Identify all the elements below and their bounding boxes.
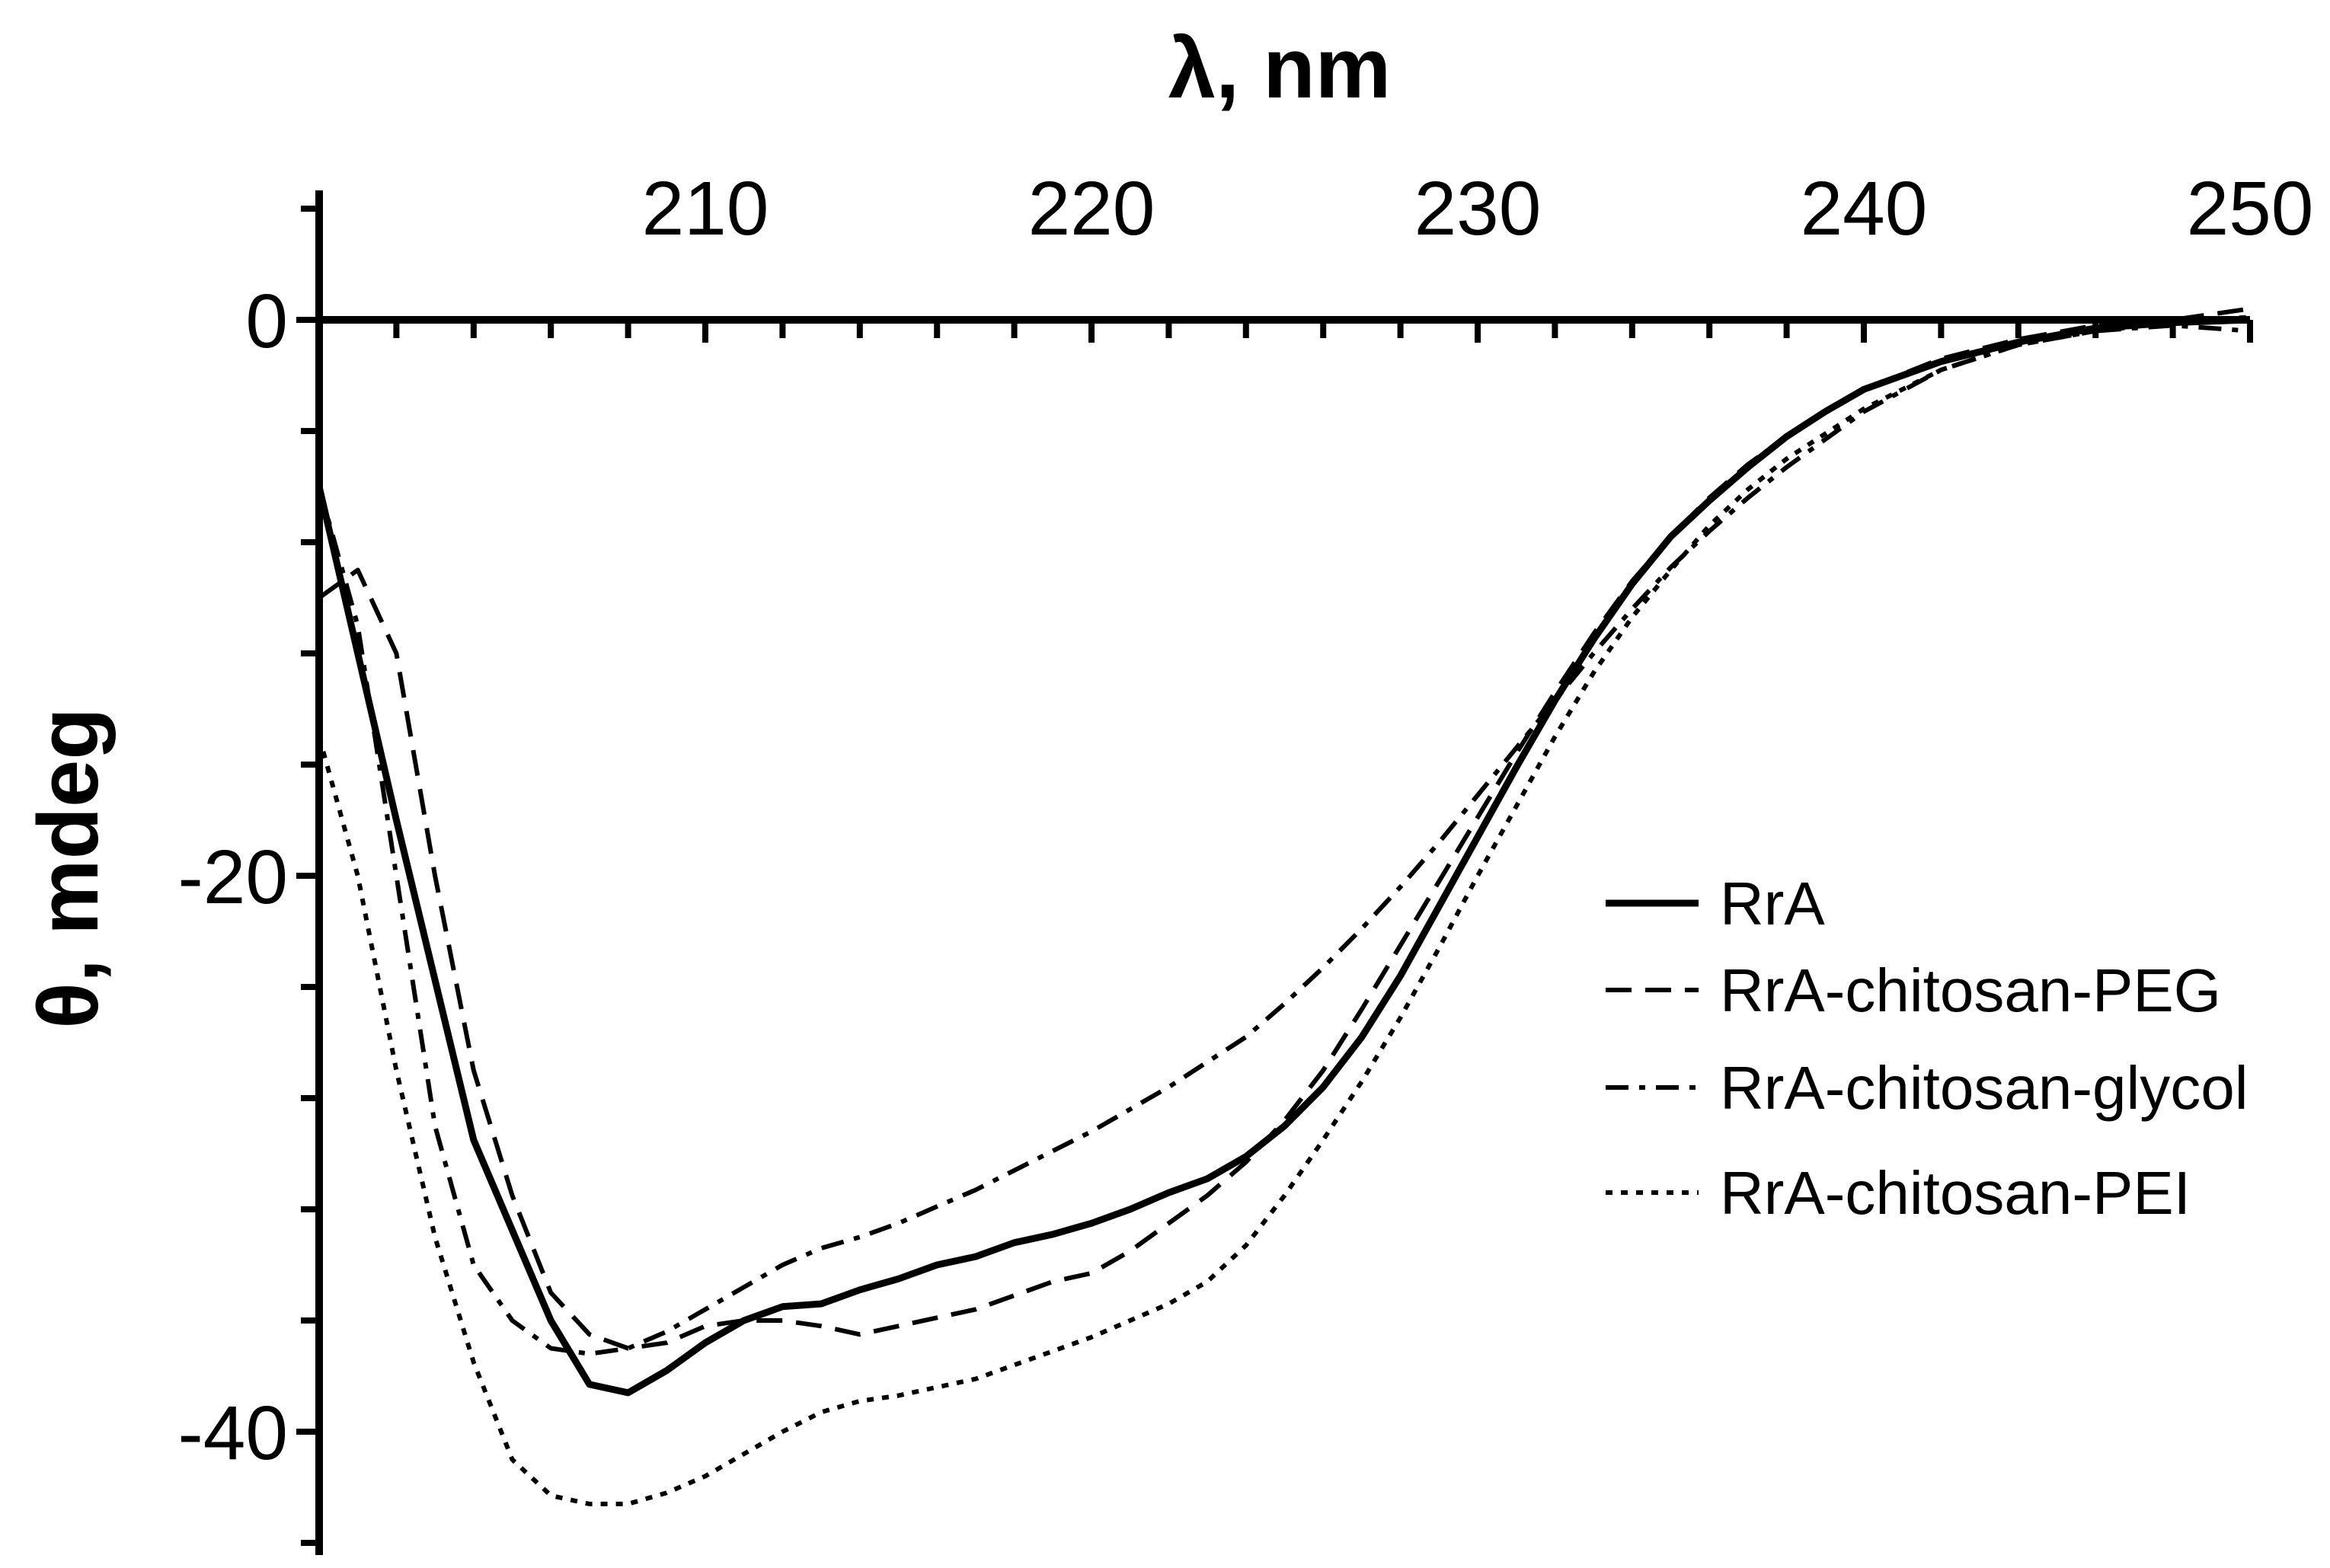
y-ticks (296, 206, 319, 1546)
legend: RrA RrA-chitosan-PEG RrA-chitosan-glycol Rr… (1606, 870, 2248, 1227)
x-tick-labels: 210 220 230 240 250 (642, 166, 2314, 251)
y-tick-labels: 0 -20 -40 (177, 279, 288, 1476)
series-line-3 (317, 323, 2251, 1356)
y-tick-label: -40 (177, 1391, 288, 1476)
x-tick-label: 250 (2187, 166, 2314, 251)
x-tick-label: 220 (1028, 166, 1155, 251)
legend-label: RrA-chitosan-glycol (1720, 1054, 2248, 1122)
legend-label: RrA-chitosan-PEI (1720, 1159, 2191, 1227)
legend-label: RrA (1720, 870, 1825, 937)
series-lines (315, 306, 2251, 1506)
y-tick-label: -20 (177, 835, 288, 920)
y-axis-title: θ, mdeg (21, 707, 116, 1028)
x-tick-label: 240 (1801, 166, 1928, 251)
x-tick-label: 230 (1414, 166, 1542, 251)
series-line-4 (317, 315, 2251, 1506)
y-tick-label: 0 (245, 279, 288, 364)
x-axis-title: λ, nm (1168, 21, 1392, 116)
legend-label: RrA-chitosan-PEG (1720, 956, 2221, 1024)
series-line-1 (315, 316, 2251, 1397)
series-line-2 (318, 306, 2251, 1351)
x-tick-label: 210 (642, 166, 769, 251)
